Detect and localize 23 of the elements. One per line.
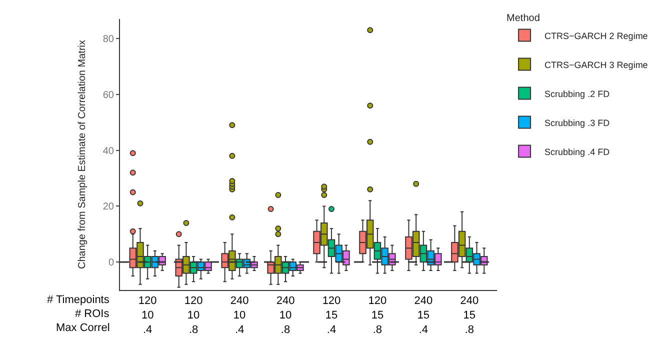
legend-label: Scrubbing .2 FD [544,88,610,99]
x-tick-label: 120 10 .4 [138,295,157,336]
y-tick-label: 80 [102,34,114,46]
y-tick-label: 40 [102,146,114,157]
x-tick-label: 240 10 .4 [230,295,249,336]
x-tick-label: 240 15 .4 [414,295,433,336]
x-tick-label: 120 15 .4 [322,295,341,336]
text: Max Correl [56,322,110,334]
legend-label: Scrubbing .4 FD [544,146,610,157]
legend-title: Method [506,12,540,24]
y-tick-label: 60 [102,90,114,101]
text: # ROIs [75,308,110,320]
x-tick-label: 240 15 .8 [460,295,479,336]
legend-label: CTRS−GARCH 3 Regime [544,60,648,70]
x-tick-label: 120 15 .8 [368,295,387,336]
text: # Timepoints [47,294,110,306]
y-axis-title: Change from Sample Estimate of Correlation Matrix [76,40,88,269]
y-tick-label: 0 [108,258,114,269]
legend-label: Scrubbing .3 FD [544,118,610,128]
x-tick-label: 120 10 .8 [184,295,203,336]
x-tick-label: 240 10 .8 [276,295,295,336]
legend-label: CTRS−GARCH 2 Regime [544,30,648,41]
y-tick-label: 20 [102,202,114,213]
